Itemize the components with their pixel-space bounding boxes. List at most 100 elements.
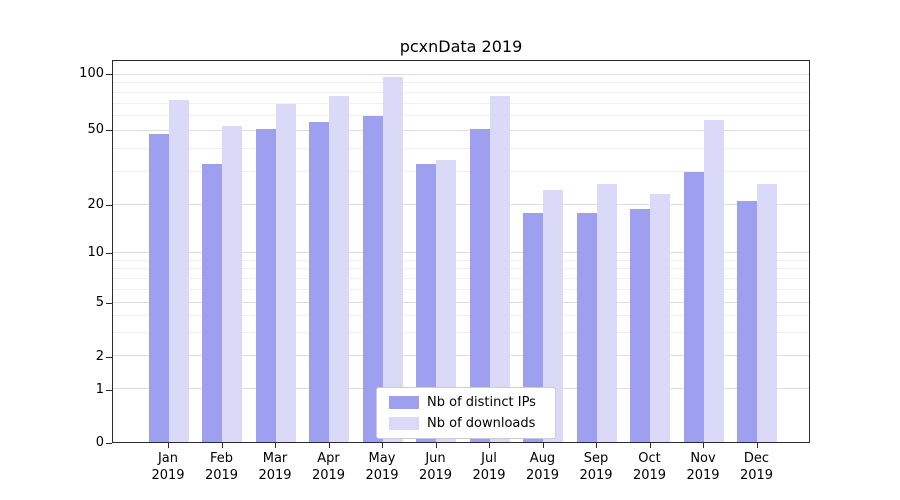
gridline-y-2 bbox=[113, 355, 809, 357]
gridline-y-4 bbox=[113, 314, 809, 316]
x-tick-month: Dec bbox=[743, 451, 770, 466]
bar-downloads-nov bbox=[703, 120, 724, 442]
x-tick-mark bbox=[435, 443, 437, 448]
bar-downloads-apr bbox=[329, 96, 349, 442]
x-tick-label-dec: Dec 2019 bbox=[740, 450, 773, 484]
legend-item-distinct-ips: Nb of distinct IPs bbox=[389, 395, 543, 410]
legend-label: Nb of downloads bbox=[427, 416, 536, 431]
x-tick-label-sep: Sep 2019 bbox=[579, 450, 612, 484]
y-tick-mark bbox=[106, 205, 112, 206]
y-tick-mark bbox=[106, 130, 112, 131]
x-tick-mark bbox=[703, 443, 704, 448]
legend-swatch-downloads bbox=[389, 417, 419, 430]
y-tick-mark bbox=[106, 443, 112, 444]
x-tick-mark bbox=[382, 443, 383, 448]
bar-downloads-may bbox=[382, 77, 403, 442]
bar-distinct-ips-mar bbox=[255, 129, 276, 442]
bar-distinct-ips-may bbox=[362, 116, 383, 442]
x-tick-month: May bbox=[368, 451, 396, 466]
legend: Nb of distinct IPs Nb of downloads bbox=[376, 387, 556, 439]
y-tick-label-50: 50 bbox=[87, 122, 104, 137]
gridline-y-10 bbox=[113, 252, 809, 254]
gridline-y-80 bbox=[113, 91, 809, 93]
x-tick-year: 2019 bbox=[686, 468, 720, 483]
x-tick-year: 2019 bbox=[258, 468, 292, 483]
gridline-y-70 bbox=[113, 102, 809, 104]
y-tick-mark bbox=[106, 357, 112, 359]
gridline-y-60 bbox=[113, 115, 809, 116]
gridline-y-7 bbox=[113, 277, 809, 279]
legend-swatch-distinct-ips bbox=[389, 396, 419, 409]
x-tick-year: 2019 bbox=[472, 468, 506, 483]
x-tick-mark bbox=[221, 443, 223, 448]
y-tick-label-5: 5 bbox=[95, 295, 104, 310]
x-tick-year: 2019 bbox=[311, 468, 346, 483]
bar-distinct-ips-jul bbox=[469, 129, 490, 442]
bar-downloads-mar bbox=[275, 104, 296, 442]
x-tick-year: 2019 bbox=[632, 468, 667, 483]
x-tick-mark bbox=[328, 443, 330, 448]
bar-distinct-ips-dec bbox=[737, 201, 757, 442]
x-tick-month: Jan bbox=[157, 451, 179, 466]
bar-downloads-dec bbox=[757, 184, 777, 442]
x-tick-label-aug: Aug 2019 bbox=[526, 450, 559, 484]
x-tick-label-jul: Jul 2019 bbox=[472, 450, 505, 484]
x-tick-label-jan: Jan 2019 bbox=[151, 450, 184, 484]
x-tick-label-mar: Mar 2019 bbox=[258, 450, 291, 484]
bar-distinct-ips-apr bbox=[309, 122, 329, 442]
y-tick-mark bbox=[106, 389, 112, 391]
y-tick-mark bbox=[106, 303, 112, 304]
y-tick-mark bbox=[106, 253, 112, 255]
x-tick-mark bbox=[489, 443, 490, 448]
x-tick-year: 2019 bbox=[204, 468, 239, 483]
gridline-y-20 bbox=[113, 204, 809, 206]
x-tick-label-feb: Feb 2019 bbox=[205, 450, 238, 484]
bar-downloads-jun bbox=[436, 160, 456, 442]
y-tick-label-1: 1 bbox=[95, 381, 104, 397]
bar-downloads-jul bbox=[489, 96, 510, 442]
gridline-y-30 bbox=[113, 171, 809, 173]
bar-downloads-jan bbox=[168, 100, 189, 442]
gridline-y-100 bbox=[113, 73, 809, 75]
legend-item-downloads: Nb of downloads bbox=[389, 416, 543, 431]
gridline-y-8 bbox=[113, 268, 809, 270]
x-tick-month: Mar bbox=[262, 451, 288, 466]
bar-distinct-ips-sep bbox=[576, 213, 597, 442]
x-tick-year: 2019 bbox=[579, 468, 613, 483]
x-tick-month: Jun bbox=[425, 451, 446, 466]
legend-label: Nb of distinct IPs bbox=[427, 395, 536, 410]
gridline-y-90 bbox=[113, 82, 809, 84]
x-tick-year: 2019 bbox=[365, 468, 399, 483]
x-tick-month: Aug bbox=[529, 451, 556, 466]
x-tick-mark bbox=[275, 443, 276, 448]
x-tick-label-may: May 2019 bbox=[365, 450, 398, 484]
y-tick-label-2: 2 bbox=[95, 349, 104, 365]
bar-downloads-feb bbox=[222, 126, 242, 442]
x-tick-mark bbox=[649, 443, 651, 448]
x-tick-label-nov: Nov 2019 bbox=[686, 450, 719, 484]
x-tick-month: Nov bbox=[690, 451, 716, 466]
x-tick-mark bbox=[596, 443, 597, 448]
x-tick-year: 2019 bbox=[151, 468, 185, 483]
gridline-y-9 bbox=[113, 259, 809, 261]
bar-downloads-oct bbox=[650, 194, 670, 442]
bar-downloads-sep bbox=[596, 184, 617, 442]
x-tick-year: 2019 bbox=[739, 468, 774, 483]
y-tick-label-0: 0 bbox=[95, 435, 104, 450]
x-tick-mark bbox=[756, 443, 758, 448]
x-tick-mark bbox=[168, 443, 169, 448]
x-tick-label-jun: Jun 2019 bbox=[419, 450, 452, 484]
bar-distinct-ips-nov bbox=[683, 172, 704, 442]
x-tick-month: Apr bbox=[317, 451, 340, 466]
plot-area bbox=[112, 60, 810, 443]
x-tick-label-oct: Oct 2019 bbox=[633, 450, 666, 484]
x-tick-month: Feb bbox=[209, 451, 234, 466]
gridline-y-6 bbox=[113, 288, 809, 290]
bar-distinct-ips-jun bbox=[416, 164, 436, 442]
x-tick-month: Oct bbox=[638, 451, 661, 466]
x-tick-mark bbox=[542, 443, 544, 448]
y-tick-label-20: 20 bbox=[87, 197, 104, 212]
y-tick-label-100: 100 bbox=[79, 66, 104, 82]
bar-distinct-ips-oct bbox=[630, 209, 650, 442]
